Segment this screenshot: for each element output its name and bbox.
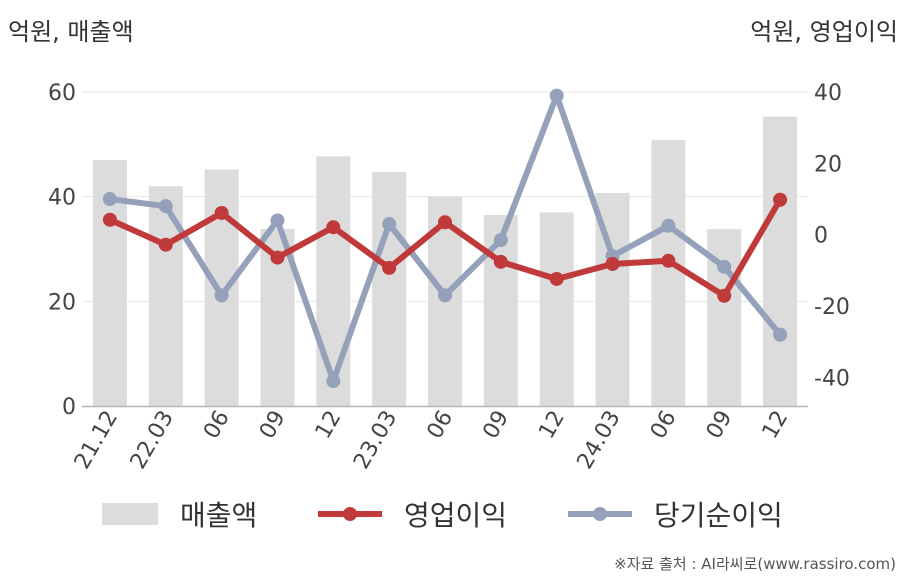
x-tick-label: 09 [255, 407, 291, 444]
legend-swatch-operating-income [318, 507, 382, 521]
net-income-point [773, 327, 788, 342]
legend-swatch-net-income [568, 507, 632, 521]
net-income-series [102, 88, 788, 389]
net-income-point [717, 259, 732, 274]
net-income-point [102, 192, 117, 207]
operating-income-point [661, 253, 676, 268]
revenue-bar [763, 116, 798, 406]
revenue-bar [372, 172, 407, 406]
line-series [102, 88, 788, 389]
revenue-bar [651, 140, 686, 406]
x-tick-label: 24.03 [573, 407, 626, 474]
operating-income-point [605, 256, 620, 271]
x-tick-label: 06 [646, 407, 682, 444]
net-income-point [661, 218, 676, 233]
revenue-bar [148, 186, 183, 406]
revenue-bar [316, 156, 351, 406]
operating-income-series [102, 192, 788, 303]
operating-income-point [102, 212, 117, 227]
right-y-tick-label: 40 [814, 81, 842, 106]
operating-income-point [717, 288, 732, 303]
left-axis-unit-label: 억원, 매출액 [8, 18, 134, 46]
operating-income-point [158, 237, 173, 252]
left-y-axis-ticks: 0 20 40 60 [48, 81, 76, 420]
x-tick-label: 09 [478, 407, 514, 444]
legend-label-revenue: 매출액 [180, 499, 258, 532]
x-tick-label: 23.03 [349, 407, 402, 474]
net-income-point [214, 288, 229, 303]
net-income-point [270, 213, 285, 228]
legend-label-net-income: 당기순이익 [654, 499, 783, 532]
operating-income-point [326, 220, 341, 235]
net-income-point [326, 374, 341, 389]
left-y-tick-label: 60 [48, 81, 76, 106]
x-tick-label: 21.12 [70, 407, 123, 474]
right-y-tick-label: -20 [814, 295, 850, 320]
source-credit: ※자료 출처 : AI라씨로(www.rassiro.com) [614, 555, 896, 573]
chart-legend: 매출액 영업이익 당기순이익 [0, 492, 908, 536]
legend-item-revenue: 매출액 [102, 492, 257, 536]
x-tick-label: 12 [758, 407, 794, 444]
legend-item-net-income: 당기순이익 [568, 492, 783, 536]
right-y-tick-label: 20 [814, 152, 842, 177]
x-tick-label: 12 [311, 407, 347, 444]
net-income-point [549, 88, 564, 103]
x-tick-label: 06 [199, 407, 235, 444]
left-y-tick-label: 20 [48, 290, 76, 315]
right-y-tick-label: -40 [814, 366, 850, 391]
x-tick-label: 09 [702, 407, 738, 444]
net-income-point [493, 233, 508, 248]
legend-item-operating-income: 영업이익 [318, 492, 507, 536]
x-tick-label: 22.03 [126, 407, 179, 474]
operating-income-point [773, 192, 788, 207]
right-axis-unit-label: 억원, 영업이익 [750, 18, 898, 46]
legend-swatch-revenue [102, 503, 158, 525]
operating-income-point [382, 260, 397, 275]
left-y-tick-label: 0 [62, 395, 76, 420]
x-axis-ticks: 21.12 22.03 06 09 12 23.03 06 09 12 24.03 06 09 12 [70, 407, 793, 474]
operating-income-point [270, 250, 285, 265]
right-y-tick-label: 0 [814, 224, 828, 249]
right-y-axis-ticks: -40 -20 0 20 40 [814, 81, 850, 391]
x-tick-label: 06 [423, 407, 459, 444]
net-income-point [382, 217, 397, 232]
operating-income-point [549, 271, 564, 286]
net-income-point [158, 199, 173, 214]
revenue-bar [204, 169, 239, 406]
revenue-bar [539, 212, 574, 406]
operating-income-point [438, 215, 452, 230]
operating-income-point [493, 254, 508, 269]
net-income-point [438, 288, 452, 303]
left-y-tick-label: 40 [48, 186, 76, 211]
legend-label-operating-income: 영업이익 [404, 499, 508, 532]
x-tick-label: 12 [534, 407, 570, 444]
operating-income-point [214, 205, 229, 220]
